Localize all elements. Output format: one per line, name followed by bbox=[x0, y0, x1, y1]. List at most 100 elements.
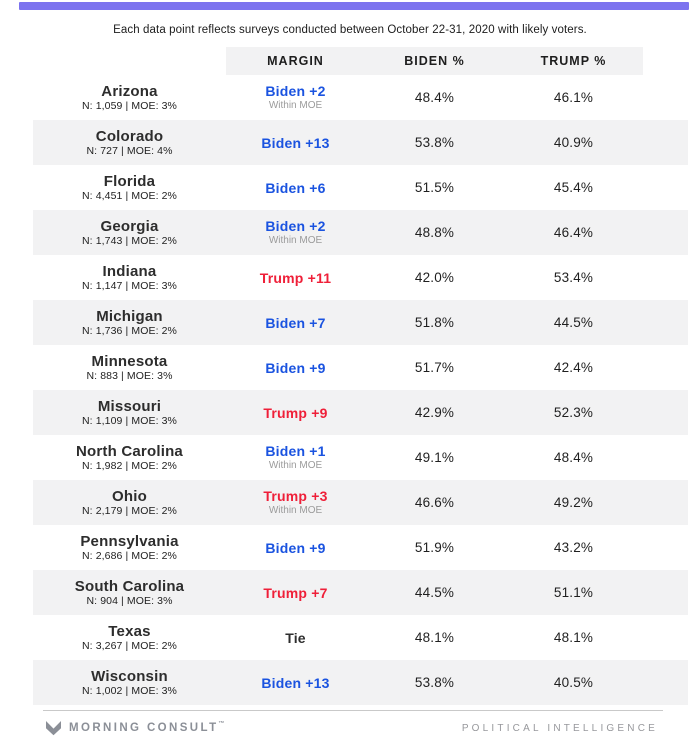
margin-value: Biden +7 bbox=[265, 314, 326, 331]
state-name: North Carolina bbox=[76, 442, 183, 460]
state-name: Texas bbox=[108, 622, 151, 640]
margin-cell: Biden +7 bbox=[226, 315, 365, 331]
margin-value: Biden +9 bbox=[265, 359, 326, 376]
within-moe-note: Within MOE bbox=[268, 235, 323, 246]
margin-cell: Trump +7 bbox=[226, 585, 365, 601]
margin-cell: Biden +2 Within MOE bbox=[226, 218, 365, 247]
state-cell: Pennsylvania N: 2,686 | MOE: 2% bbox=[33, 533, 226, 563]
margin-value: Biden +1 bbox=[265, 443, 326, 459]
trump-percentage: 51.1% bbox=[553, 585, 594, 600]
trump-percentage: 40.5% bbox=[553, 675, 594, 690]
footer-divider bbox=[43, 710, 663, 711]
state-cell: Wisconsin N: 1,002 | MOE: 3% bbox=[33, 668, 226, 698]
brand-lockup: MORNING CONSULT™ bbox=[45, 720, 227, 736]
margin-value: Trump +7 bbox=[263, 584, 328, 601]
margin-cell: Trump +3 Within MOE bbox=[226, 488, 365, 517]
header-trump-pct: TRUMP % bbox=[504, 47, 643, 75]
poll-table: MARGIN BIDEN % TRUMP % Arizona N: 1,059 … bbox=[33, 47, 688, 705]
margin-cell: Tie bbox=[226, 630, 365, 646]
trump-percentage: 40.9% bbox=[553, 135, 594, 150]
sample-size-moe: N: 1,059 | MOE: 3% bbox=[82, 99, 177, 112]
table-row: Michigan N: 1,736 | MOE: 2% Biden +7 51.… bbox=[33, 300, 688, 345]
sample-size-moe: N: 1,743 | MOE: 2% bbox=[82, 234, 177, 247]
state-name: Wisconsin bbox=[91, 667, 168, 685]
biden-percentage: 48.4% bbox=[414, 90, 455, 105]
biden-percentage: 46.6% bbox=[414, 495, 455, 510]
biden-percentage: 53.8% bbox=[414, 675, 455, 690]
state-name: Colorado bbox=[95, 127, 164, 145]
table-header-row: MARGIN BIDEN % TRUMP % bbox=[33, 47, 688, 75]
within-moe-note: Within MOE bbox=[268, 100, 323, 111]
biden-percentage: 48.1% bbox=[414, 630, 455, 645]
state-name: Arizona bbox=[101, 82, 158, 100]
sample-size-moe: N: 2,179 | MOE: 2% bbox=[82, 504, 177, 517]
biden-percentage: 51.8% bbox=[414, 315, 455, 330]
table-row: Minnesota N: 883 | MOE: 3% Biden +9 51.7… bbox=[33, 345, 688, 390]
margin-cell: Trump +11 bbox=[226, 270, 365, 286]
biden-percentage: 42.0% bbox=[414, 270, 455, 285]
state-name: Indiana bbox=[102, 262, 157, 280]
trump-percentage: 42.4% bbox=[553, 360, 594, 375]
margin-value: Biden +9 bbox=[265, 539, 326, 556]
trump-percentage: 48.1% bbox=[553, 630, 594, 645]
table-row: North Carolina N: 1,982 | MOE: 2% Biden … bbox=[33, 435, 688, 480]
trump-percentage: 45.4% bbox=[553, 180, 594, 195]
state-name: Ohio bbox=[112, 487, 147, 505]
margin-value: Biden +13 bbox=[261, 134, 330, 151]
table-row: Florida N: 4,451 | MOE: 2% Biden +6 51.5… bbox=[33, 165, 688, 210]
state-name: Minnesota bbox=[91, 352, 168, 370]
table-row: Ohio N: 2,179 | MOE: 2% Trump +3 Within … bbox=[33, 480, 688, 525]
table-row: Colorado N: 727 | MOE: 4% Biden +13 53.8… bbox=[33, 120, 688, 165]
sample-size-moe: N: 1,736 | MOE: 2% bbox=[82, 324, 177, 337]
state-cell: Minnesota N: 883 | MOE: 3% bbox=[33, 353, 226, 383]
header-margin: MARGIN bbox=[226, 47, 365, 75]
table-row: Pennsylvania N: 2,686 | MOE: 2% Biden +9… bbox=[33, 525, 688, 570]
table-row: Texas N: 3,267 | MOE: 2% Tie 48.1% 48.1% bbox=[33, 615, 688, 660]
sample-size-moe: N: 883 | MOE: 3% bbox=[86, 369, 173, 382]
state-name: Michigan bbox=[96, 307, 163, 325]
margin-value: Trump +11 bbox=[259, 269, 332, 286]
biden-percentage: 48.8% bbox=[414, 225, 455, 240]
trump-percentage: 49.2% bbox=[553, 495, 594, 510]
table-row: South Carolina N: 904 | MOE: 3% Trump +7… bbox=[33, 570, 688, 615]
biden-percentage: 49.1% bbox=[414, 450, 455, 465]
sample-size-moe: N: 727 | MOE: 4% bbox=[86, 144, 173, 157]
state-cell: Missouri N: 1,109 | MOE: 3% bbox=[33, 398, 226, 428]
margin-cell: Biden +13 bbox=[226, 675, 365, 691]
trump-percentage: 53.4% bbox=[553, 270, 594, 285]
sample-size-moe: N: 1,982 | MOE: 2% bbox=[82, 459, 177, 472]
biden-percentage: 53.8% bbox=[414, 135, 455, 150]
margin-cell: Biden +1 Within MOE bbox=[226, 443, 365, 472]
table-row: Indiana N: 1,147 | MOE: 3% Trump +11 42.… bbox=[33, 255, 688, 300]
state-cell: North Carolina N: 1,982 | MOE: 2% bbox=[33, 443, 226, 473]
state-cell: Arizona N: 1,059 | MOE: 3% bbox=[33, 83, 226, 113]
state-name: South Carolina bbox=[74, 577, 185, 595]
footer: MORNING CONSULT™ POLITICAL INTELLIGENCE bbox=[45, 720, 658, 736]
trump-percentage: 44.5% bbox=[553, 315, 594, 330]
state-cell: Ohio N: 2,179 | MOE: 2% bbox=[33, 488, 226, 518]
state-name: Florida bbox=[103, 172, 156, 190]
state-cell: Texas N: 3,267 | MOE: 2% bbox=[33, 623, 226, 653]
trump-percentage: 52.3% bbox=[553, 405, 594, 420]
biden-percentage: 51.7% bbox=[414, 360, 455, 375]
margin-value: Biden +6 bbox=[265, 179, 326, 196]
sample-size-moe: N: 2,686 | MOE: 2% bbox=[82, 549, 177, 562]
state-cell: Colorado N: 727 | MOE: 4% bbox=[33, 128, 226, 158]
state-cell: Indiana N: 1,147 | MOE: 3% bbox=[33, 263, 226, 293]
margin-cell: Biden +9 bbox=[226, 540, 365, 556]
sample-size-moe: N: 1,147 | MOE: 3% bbox=[82, 279, 177, 292]
division-label: POLITICAL INTELLIGENCE bbox=[461, 722, 658, 734]
table-row: Missouri N: 1,109 | MOE: 3% Trump +9 42.… bbox=[33, 390, 688, 435]
state-cell: Georgia N: 1,743 | MOE: 2% bbox=[33, 218, 226, 248]
trump-percentage: 48.4% bbox=[553, 450, 594, 465]
sample-size-moe: N: 4,451 | MOE: 2% bbox=[82, 189, 177, 202]
margin-cell: Trump +9 bbox=[226, 405, 365, 421]
margin-value: Biden +2 bbox=[265, 218, 326, 234]
table-row: Wisconsin N: 1,002 | MOE: 3% Biden +13 5… bbox=[33, 660, 688, 705]
margin-value: Trump +3 bbox=[263, 488, 328, 504]
sample-size-moe: N: 1,109 | MOE: 3% bbox=[82, 414, 177, 427]
table-rows: Arizona N: 1,059 | MOE: 3% Biden +2 With… bbox=[33, 75, 688, 705]
sample-size-moe: N: 1,002 | MOE: 3% bbox=[82, 684, 177, 697]
margin-value: Biden +13 bbox=[261, 674, 330, 691]
margin-value: Trump +9 bbox=[263, 404, 328, 421]
